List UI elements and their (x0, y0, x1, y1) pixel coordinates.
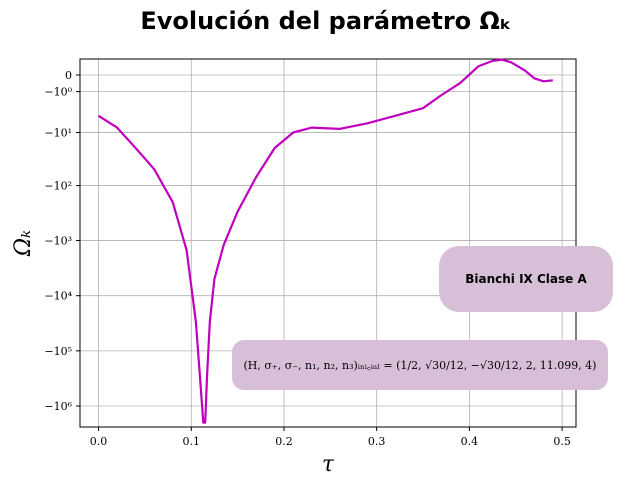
y-tick-label: −10⁰ (44, 86, 72, 99)
omega-k-series-line (97, 58, 553, 424)
x-tick-label: 0.2 (275, 435, 293, 448)
model-annotation-box: Bianchi IX Clase A (439, 246, 613, 312)
chart-title: Evolución del parámetro Ωₖ (140, 7, 511, 35)
plot-frame (79, 58, 577, 428)
x-tick-label: 0.4 (461, 435, 479, 448)
y-tick-label: −10⁴ (44, 290, 72, 303)
x-tick-label: 0.0 (90, 435, 108, 448)
x-tick-label: 0.1 (183, 435, 201, 448)
y-axis-label: Ωₖ (11, 230, 36, 257)
y-tick-label: 0 (65, 69, 72, 82)
x-tick-label: 0.5 (553, 435, 571, 448)
x-axis-label: τ (322, 452, 335, 477)
y-tick-label: −10⁵ (44, 345, 72, 358)
y-axis-ticks: 0 −10⁰ −10¹ −10² −10³ −10⁴ −10⁵ −10⁶ (44, 69, 80, 413)
y-tick-label: −10¹ (44, 126, 72, 139)
y-tick-label: −10⁶ (44, 400, 72, 413)
y-tick-label: −10² (44, 180, 72, 193)
y-tick-label: −10³ (44, 235, 72, 248)
x-axis-ticks: 0.0 0.1 0.2 0.3 0.4 0.5 (90, 427, 571, 448)
initial-conditions-annotation-box: (H, σ₊, σ₋, n₁, n₂, n₃)ᵢₙᵢ꜀ᵢₐₗ = (1/2, √… (232, 340, 608, 390)
x-tick-label: 0.3 (368, 435, 386, 448)
